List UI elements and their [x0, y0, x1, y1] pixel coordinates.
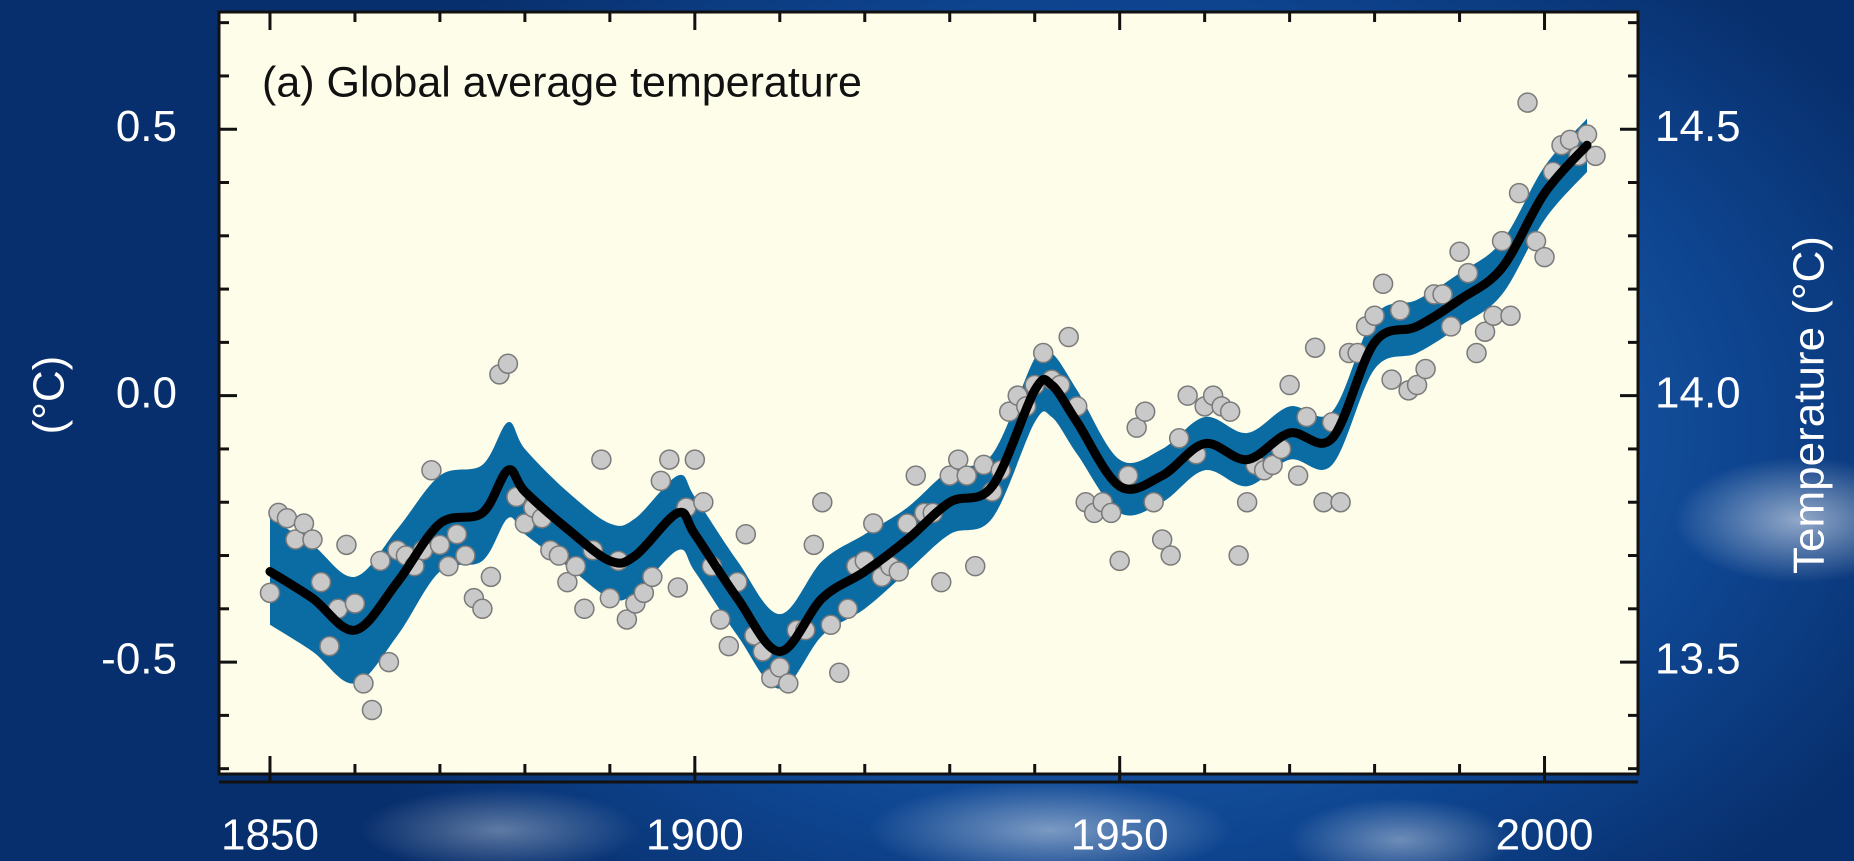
data-point	[711, 610, 730, 629]
data-point	[685, 450, 704, 469]
data-point	[1178, 386, 1197, 405]
data-point	[957, 466, 976, 485]
data-point	[694, 493, 713, 512]
data-point	[447, 525, 466, 544]
data-point	[651, 471, 670, 490]
y-tick-label: -0.5	[101, 635, 177, 684]
y2-tick-label: 13.5	[1655, 635, 1741, 684]
data-point	[456, 546, 475, 565]
data-point	[260, 583, 279, 602]
y-tick-label: 0.0	[116, 368, 177, 417]
data-point	[379, 653, 398, 672]
chart: (°C) Temperature (°C) 1850 1900 1950 2000 -0…	[0, 0, 1854, 861]
data-point	[1391, 301, 1410, 320]
data-point	[345, 594, 364, 613]
data-point	[1034, 344, 1053, 363]
data-point	[889, 562, 908, 581]
data-point	[668, 578, 687, 597]
data-point	[1306, 338, 1325, 357]
data-point	[1161, 546, 1180, 565]
data-point	[1289, 466, 1308, 485]
data-point	[1136, 402, 1155, 421]
page: (°C) Temperature (°C) 1850 1900 1950 2000 -0…	[0, 0, 1854, 861]
chart-title: (a) Global average temperature	[262, 58, 862, 106]
data-point	[974, 455, 993, 474]
data-point	[1374, 274, 1393, 293]
data-point	[1459, 264, 1478, 283]
data-point	[1382, 370, 1401, 389]
data-point	[1221, 402, 1240, 421]
x-tick-label: 2000	[1496, 811, 1594, 860]
data-point	[592, 450, 611, 469]
y2-tick-label: 14.5	[1655, 102, 1741, 151]
data-point	[1467, 344, 1486, 363]
data-point	[719, 637, 738, 656]
data-point	[1170, 429, 1189, 448]
data-point	[439, 557, 458, 576]
data-point	[830, 663, 849, 682]
data-point	[1059, 328, 1078, 347]
data-point	[864, 514, 883, 533]
data-point	[430, 535, 449, 554]
data-point	[1510, 184, 1529, 203]
x-tick-label: 1950	[1071, 811, 1169, 860]
data-point	[966, 557, 985, 576]
plot-area	[219, 12, 1638, 774]
data-point	[1238, 493, 1257, 512]
y2-axis-title: Temperature (°C)	[1785, 236, 1834, 574]
data-point	[600, 589, 619, 608]
data-point	[1433, 285, 1452, 304]
data-point	[320, 637, 339, 656]
data-point	[566, 557, 585, 576]
data-point	[1229, 546, 1248, 565]
y2-tick-label: 14.0	[1655, 368, 1741, 417]
data-point	[277, 509, 296, 528]
data-point	[1450, 242, 1469, 261]
data-point	[1314, 493, 1333, 512]
data-point	[354, 674, 373, 693]
data-point	[643, 567, 662, 586]
data-point	[1442, 317, 1461, 336]
data-point	[1144, 493, 1163, 512]
data-point	[481, 567, 500, 586]
data-point	[1110, 551, 1129, 570]
data-point	[906, 466, 925, 485]
data-point	[498, 354, 517, 373]
data-point	[736, 525, 755, 544]
data-point	[1501, 306, 1520, 325]
data-point	[575, 599, 594, 618]
data-point	[804, 535, 823, 554]
data-point	[1331, 493, 1350, 512]
y-tick-label: 0.5	[116, 102, 177, 151]
data-point	[779, 674, 798, 693]
data-point	[1297, 407, 1316, 426]
data-point	[1365, 306, 1384, 325]
x-tick-label: 1900	[646, 811, 744, 860]
data-point	[821, 615, 840, 634]
data-point	[549, 546, 568, 565]
data-point	[337, 535, 356, 554]
y-axis-title: (°C)	[25, 356, 74, 435]
data-point	[660, 450, 679, 469]
data-point	[303, 530, 322, 549]
data-point	[813, 493, 832, 512]
data-point	[371, 551, 390, 570]
data-point	[1518, 93, 1537, 112]
data-point	[422, 461, 441, 480]
data-point	[838, 599, 857, 618]
data-point	[311, 573, 330, 592]
x-tick-label: 1850	[221, 811, 319, 860]
data-point	[1280, 376, 1299, 395]
data-point	[473, 599, 492, 618]
data-point	[1535, 248, 1554, 267]
data-point	[362, 701, 381, 720]
data-point	[932, 573, 951, 592]
data-point	[1416, 360, 1435, 379]
data-point	[1484, 306, 1503, 325]
data-point	[1102, 503, 1121, 522]
data-point	[1493, 232, 1512, 251]
